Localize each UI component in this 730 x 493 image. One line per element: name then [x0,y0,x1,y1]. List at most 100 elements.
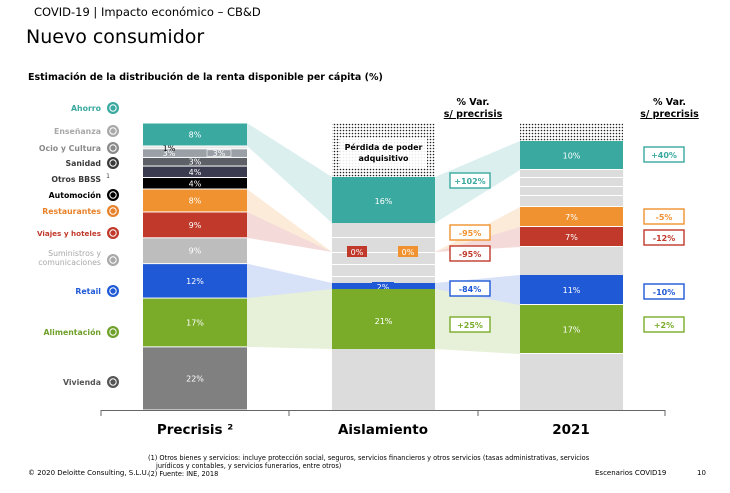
plug-icon [107,254,119,266]
bar-precrisis-alimentaci-n [143,298,247,347]
footnote-2: (2) Fuente: INE, 2018 [148,470,219,478]
label-precrisis: 8% [189,130,202,139]
bar-2021-alimentaci-n [520,305,623,353]
var-label-2021: -12% [653,234,675,243]
label-precrisis: 1% [163,144,176,153]
bar-2021-other-2 [520,187,623,195]
bar-2021-ahorro [520,141,623,169]
var-box-2021 [643,208,685,225]
legend-label-automoci-n: Automoción [49,191,101,200]
legend-label-restaurantes: Restaurantes [42,207,101,216]
label-ocio-box: 3% [213,149,226,158]
bar-precrisis-ocio-y-cultura [143,149,247,157]
loss-label-line1: Pérdida de poder [345,142,423,152]
var-box-2021 [643,316,685,333]
var-header-line1: % Var. [456,97,490,108]
piggy-bank-icon-glyph [109,104,117,112]
bar-precrisis-otros-bbss- [143,166,247,178]
chart-subtitle: Estimación de la distribución de la rent… [28,72,383,83]
bar-ocio-box [206,149,232,157]
shopping-cart-icon-glyph [109,287,117,295]
label-2021-restaurantes: 7% [565,213,578,222]
category-label: 2021 [552,422,590,438]
bar-2021-retail [520,275,623,304]
legend-label-sanidad: Sanidad [65,159,101,168]
connector-alimentaci-n-1 [247,289,332,349]
tag-restaurantes-0 [398,246,418,257]
bar-precrisis-retail [143,264,247,298]
cutlery-icon [107,205,119,217]
label-aislamiento-viajes: 0% [351,248,364,257]
legend-label-alimentaci-n: Alimentación [43,328,101,337]
label-aislamiento-ahorro: 16% [375,197,393,206]
label-precrisis: 3% [189,158,202,167]
plane-icon [107,227,119,239]
page-title: Nuevo consumidor [26,26,205,48]
shopping-cart-icon [107,285,119,297]
var-header-line1: % Var. [652,97,686,108]
car-icon-glyph [109,191,117,199]
label-aislamiento-retail: 2% [377,283,390,292]
var-label-aislamiento: -84% [459,285,481,294]
legend-label-retail: Retail [75,287,101,296]
legend-label-ocio-y-cultura: Ocio y Cultura [39,144,101,153]
var-header-aislamiento: % Var. s/ precrisis [438,97,508,121]
bar-2021-other-3 [520,196,623,206]
footnote-1b: jurídicos y contables, y servicios funer… [156,462,342,470]
piggy-bank-icon [107,102,119,114]
bar-aislamiento-other-4 [332,277,435,283]
legend-label-suministros-y-comunicaciones: Suministros y [48,249,101,258]
bar-aislamiento-other-5 [332,349,435,410]
label-2021-viajes-y-hoteles: 7% [565,233,578,242]
label-aislamiento-restaurantes: 0% [402,248,415,257]
var-label-aislamiento: -95% [459,250,481,259]
label-precrisis: 9% [189,247,202,256]
category-label: Precrisis ² [157,422,233,438]
label-precrisis: 3% [163,149,176,158]
page-number: 10 [697,469,706,477]
legend-label-vivienda: Vivienda [63,378,101,387]
footer-section: Escenarios COVID19 [595,469,667,477]
label-aislamiento-alimentacion: 21% [375,317,393,326]
breadcrumb: COVID-19 | Impacto económico – CB&D [34,5,261,19]
bar-aislamiento-ahorro [332,177,435,223]
health-icon [107,157,119,169]
legend-label-otros-bbss: Otros BBSS [51,175,101,184]
bar-2021-other-4 [520,247,623,275]
bar-aislamiento-other-3 [332,265,435,276]
house-icon [107,376,119,388]
var-header-line2: s/ precrisis [443,109,503,120]
check-icon [107,142,119,154]
bar-2021-viajes-y-hoteles [520,227,623,246]
label-precrisis: 9% [189,221,202,230]
connector-ahorro-1 [247,123,332,223]
var-label-aislamiento: +102% [454,177,485,186]
plane-icon-glyph [109,229,117,237]
bar-2021-other-1 [520,178,623,186]
connector-retail-1 [247,263,332,299]
var-label-2021: -10% [653,288,675,297]
footnotes: (1) Otros bienes y servicios: incluye pr… [148,454,589,478]
bar-aislamiento-other-2 [332,253,435,264]
label-precrisis: 4% [189,179,202,188]
footnote-1: (1) Otros bienes y servicios: incluye pr… [148,454,590,462]
var-label-2021: -5% [656,213,673,222]
label-precrisis: 8% [189,196,202,205]
bar-precrisis-viajes-y-hoteles [143,212,247,238]
var-header-line2: s/ precrisis [640,109,699,120]
legend-label-ense-anza: Enseñanza [54,127,101,136]
var-box-aislamiento [449,245,491,262]
book-icon-glyph [109,127,117,135]
label-precrisis: 17% [186,318,204,327]
legend-sup: 1 [106,173,110,180]
bar-precrisis-automoci-n [143,178,247,189]
retail-label-bg [372,282,394,291]
var-label-aislamiento: +25% [457,321,483,330]
category-label: Aislamiento [338,422,428,438]
var-box-aislamiento [449,172,491,189]
connector-restaurantes-1 [247,189,332,252]
house-icon-glyph [109,378,117,386]
var-label-aislamiento: -95% [459,229,481,238]
